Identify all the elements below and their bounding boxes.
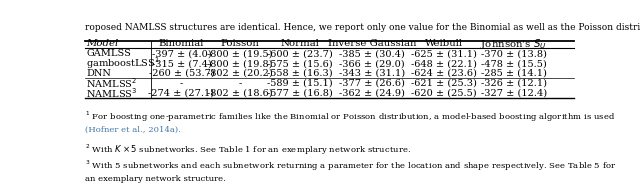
Text: -575 ± (15.6): -575 ± (15.6) xyxy=(267,59,333,68)
Text: -326 ± (12.1): -326 ± (12.1) xyxy=(481,79,547,88)
Text: -478 ± (15.5): -478 ± (15.5) xyxy=(481,59,547,68)
Text: NAMLSS$^2$: NAMLSS$^2$ xyxy=(86,77,138,90)
Text: $^1$ For boosting one-parametric families like the Binomial or Poisson distribut: $^1$ For boosting one-parametric familie… xyxy=(86,110,616,124)
Text: $^3$ With 5 subnetworks and each subnetwork returning a parameter for the locati: $^3$ With 5 subnetworks and each subnetw… xyxy=(86,159,617,173)
Text: -366 ± (29.0): -366 ± (29.0) xyxy=(339,59,405,68)
Text: -620 ± (25.5): -620 ± (25.5) xyxy=(412,89,477,98)
Text: (Hofner et al., 2014a).: (Hofner et al., 2014a). xyxy=(86,126,182,134)
Text: -802 ± (20.2): -802 ± (20.2) xyxy=(207,69,273,78)
Text: Normal: Normal xyxy=(280,39,319,48)
Text: NAMLSS$^3$: NAMLSS$^3$ xyxy=(86,87,138,100)
Text: -315 ± (7.4): -315 ± (7.4) xyxy=(152,59,211,68)
Text: -800 ± (19.8): -800 ± (19.8) xyxy=(207,59,273,68)
Text: -343 ± (31.1): -343 ± (31.1) xyxy=(339,69,405,78)
Text: -385 ± (30.4): -385 ± (30.4) xyxy=(339,49,405,58)
Text: DNN: DNN xyxy=(86,69,111,78)
Text: -: - xyxy=(180,79,183,88)
Text: gamboostLSS$^1$: gamboostLSS$^1$ xyxy=(86,56,160,71)
Text: roposed NAMLSS structures are identical. Hence, we report only one value for the: roposed NAMLSS structures are identical.… xyxy=(85,23,640,32)
Text: -: - xyxy=(239,79,242,88)
Text: -625 ± (31.1): -625 ± (31.1) xyxy=(411,49,477,58)
Text: GAMLSS: GAMLSS xyxy=(86,49,131,58)
Text: -377 ± (26.6): -377 ± (26.6) xyxy=(339,79,405,88)
Text: Model: Model xyxy=(86,39,118,48)
Text: -802 ± (18.6): -802 ± (18.6) xyxy=(207,89,273,98)
Text: -285 ± (14.1): -285 ± (14.1) xyxy=(481,69,547,78)
Text: -397 ± (4.0): -397 ± (4.0) xyxy=(152,49,211,58)
Text: -648 ± (22.1): -648 ± (22.1) xyxy=(411,59,477,68)
Text: -370 ± (13.8): -370 ± (13.8) xyxy=(481,49,547,58)
Text: -621 ± (25.3): -621 ± (25.3) xyxy=(411,79,477,88)
Text: $^2$ With $K \times5$ subnetworks. See Table 1 for an exemplary network structur: $^2$ With $K \times5$ subnetworks. See T… xyxy=(86,143,412,157)
Text: -260 ± (53.7): -260 ± (53.7) xyxy=(148,69,214,78)
Text: Johnson's $S_U$: Johnson's $S_U$ xyxy=(481,37,547,51)
Text: -577 ± (16.8): -577 ± (16.8) xyxy=(267,89,333,98)
Text: -589 ± (15.1): -589 ± (15.1) xyxy=(267,79,333,88)
Text: -558 ± (16.3): -558 ± (16.3) xyxy=(267,69,333,78)
Text: -800 ± (19.5): -800 ± (19.5) xyxy=(207,49,273,58)
Text: Poisson: Poisson xyxy=(221,39,259,48)
Text: -624 ± (23.6): -624 ± (23.6) xyxy=(411,69,477,78)
Text: -327 ± (12.4): -327 ± (12.4) xyxy=(481,89,547,98)
Text: an exemplary network structure.: an exemplary network structure. xyxy=(86,175,227,183)
Text: Weibull: Weibull xyxy=(425,39,463,48)
Text: -600 ± (23.7): -600 ± (23.7) xyxy=(267,49,333,58)
Text: Inverse Gaussian: Inverse Gaussian xyxy=(328,39,416,48)
Text: Binomial: Binomial xyxy=(159,39,204,48)
Text: -362 ± (24.9): -362 ± (24.9) xyxy=(339,89,405,98)
Text: -274 ± (27.1): -274 ± (27.1) xyxy=(148,89,214,98)
